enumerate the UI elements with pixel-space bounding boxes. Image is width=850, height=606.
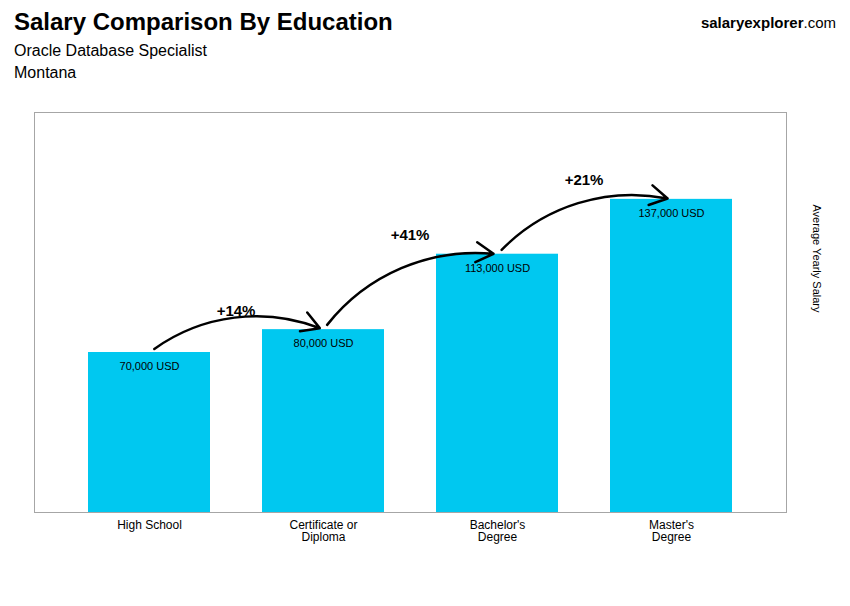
html-text:Oracle Database Specialist: Oracle Database Specialist <box>14 42 207 59</box>
svg-text:+14%: +14% <box>217 302 256 319</box>
svg-text:High School: High School <box>117 518 182 532</box>
html-text:Salary Comparison By Education: Salary Comparison By Education <box>14 8 393 35</box>
html-text:salary explorer.com: salary explorer.com <box>700 14 836 31</box>
svg-text:Certificate orDiploma: Certificate orDiploma <box>289 518 357 544</box>
svg-text:70,000 USD: 70,000 USD <box>120 360 180 372</box>
html-text:Montana: Montana <box>14 64 77 81</box>
svg-text:80,000 USD: 80,000 USD <box>294 337 354 349</box>
svg-text:137,000 USD: 137,000 USD <box>638 207 704 219</box>
svg-text:+41%: +41% <box>391 226 430 243</box>
svg-text:Average Yearly Salary: Average Yearly Salary <box>811 204 823 313</box>
svg-text:113,000 USD: 113,000 USD <box>465 262 530 274</box>
svg-text:Master'sDegree: Master'sDegree <box>649 518 694 544</box>
svg-text:Bachelor'sDegree: Bachelor'sDegree <box>470 518 526 544</box>
svg-text:+21%: +21% <box>565 171 604 188</box>
